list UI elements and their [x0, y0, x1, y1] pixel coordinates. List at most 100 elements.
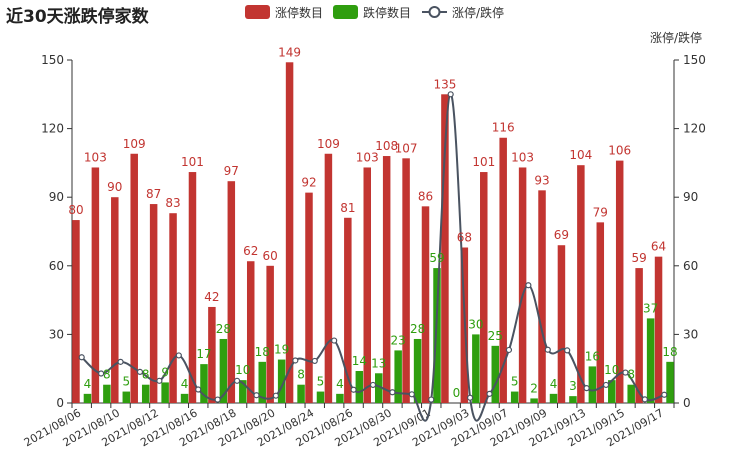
bar-limit-up [363, 167, 371, 403]
label-limit-down: 9 [161, 365, 169, 379]
legend-marker [428, 6, 441, 18]
x-axis: 2021/08/062021/08/102021/08/122021/08/16… [22, 402, 675, 449]
right-axis-title: 涨停/跌停 [650, 30, 702, 45]
label-limit-down: 14 [352, 354, 367, 368]
label-limit-down: 5 [122, 375, 130, 389]
bar-limit-down [549, 393, 558, 403]
label-limit-up: 103 [356, 150, 379, 164]
label-limit-up: 83 [165, 196, 180, 210]
bar-limit-up [538, 190, 546, 403]
label-limit-down: 30 [468, 317, 483, 331]
bar-limit-up [285, 62, 294, 403]
label-limit-up: 109 [317, 137, 340, 151]
label-limit-up: 103 [84, 150, 107, 164]
bar-limit-down [161, 382, 169, 403]
bar-limit-down [530, 398, 538, 403]
label-limit-up: 60 [263, 249, 278, 263]
legend-item-2[interactable]: 跌停数目 [333, 5, 411, 20]
bar-limit-up [208, 306, 216, 403]
label-limit-down: 10 [604, 363, 619, 377]
legend-label: 涨停/跌停 [452, 5, 504, 20]
legend-label: 涨停数目 [275, 5, 323, 20]
ratio-point [136, 368, 144, 376]
label-limit-down: 2 [530, 381, 538, 395]
label-limit-up: 108 [375, 139, 398, 153]
bar-limit-up [480, 172, 488, 403]
bar-limit-up [246, 261, 255, 403]
bar-limit-down [472, 334, 480, 403]
y-tick-label-left: 60 [49, 259, 64, 273]
label-limit-down: 5 [511, 375, 519, 389]
y-tick-label-right: 150 [683, 53, 706, 67]
ratio-point [505, 346, 513, 354]
label-limit-down: 5 [317, 375, 325, 389]
bar-limit-down [83, 393, 92, 403]
bar-limit-up [149, 204, 158, 403]
bar-limit-up [421, 206, 430, 403]
label-limit-down: 25 [488, 329, 503, 343]
bar-limit-down [239, 380, 247, 403]
label-limit-down: 4 [181, 377, 189, 391]
ratio-point [544, 346, 551, 353]
label-limit-up: 68 [457, 231, 472, 245]
bar-limit-down [413, 338, 422, 403]
bar-limit-up [596, 222, 605, 403]
legend-item-3[interactable]: 涨停/跌停 [422, 5, 504, 20]
bar-limit-down [219, 338, 228, 403]
label-limit-up: 104 [569, 148, 592, 162]
label-limit-down: 8 [297, 368, 305, 382]
y-tick-label-left: 120 [41, 122, 64, 136]
y-tick-label-left: 150 [41, 53, 64, 67]
ratio-point [564, 347, 571, 354]
bar-limit-up [441, 94, 449, 404]
bar-limit-down [510, 391, 519, 403]
bar-limit-down [588, 366, 597, 403]
bar-limit-up [577, 165, 585, 403]
bar-limit-down [316, 391, 325, 403]
y-tick-label-right: 120 [683, 122, 706, 136]
ratio-point [466, 394, 474, 401]
label-limit-down: 18 [662, 345, 677, 359]
ratio-point [350, 386, 357, 393]
ratio-point [408, 391, 415, 398]
ratio-point [602, 381, 610, 389]
bar-limit-up [169, 213, 177, 403]
label-limit-down: 4 [84, 377, 92, 391]
ratio-point [661, 391, 668, 398]
ratio-point [622, 369, 629, 376]
label-limit-down: 28 [216, 322, 231, 336]
ratio-point [583, 385, 590, 392]
ratio-point [233, 377, 241, 384]
bar-limit-down [569, 396, 577, 403]
bar-limit-up [344, 217, 352, 403]
label-limit-up: 86 [418, 189, 433, 203]
ratio-point [117, 358, 124, 365]
ratio-point [253, 392, 260, 399]
label-limit-down: 28 [410, 322, 425, 336]
label-limit-up: 107 [395, 141, 418, 155]
label-limit-up: 79 [593, 205, 608, 219]
bar-limit-down [180, 393, 189, 403]
y-tick-label-left: 30 [49, 327, 64, 341]
label-limit-up: 109 [123, 137, 146, 151]
legend[interactable]: 涨停数目 跌停数目 涨停/跌停 [245, 5, 504, 20]
label-limit-down: 23 [391, 333, 406, 347]
bar-limit-up [654, 256, 663, 403]
label-limit-up: 93 [534, 173, 549, 187]
label-limit-down: 13 [371, 356, 386, 370]
y-tick-label-right: 90 [683, 190, 698, 204]
ratio-point [389, 389, 396, 396]
label-limit-up: 87 [146, 187, 161, 201]
label-limit-down: 8 [627, 368, 635, 382]
bar-limit-down [103, 384, 111, 403]
bar-limit-down [375, 373, 383, 403]
bar-limit-up [518, 167, 527, 403]
bar-limit-up [305, 192, 313, 403]
legend-item-1[interactable]: 涨停数目 [245, 5, 323, 20]
ratio-line [78, 91, 668, 422]
label-limit-up: 106 [608, 144, 631, 158]
bar-limit-up [111, 197, 119, 403]
y-axis-right: 0 30 60 90 120 150 [673, 53, 706, 410]
y-tick-label-left: 0 [56, 396, 64, 410]
y-tick-label-right: 60 [683, 259, 698, 273]
